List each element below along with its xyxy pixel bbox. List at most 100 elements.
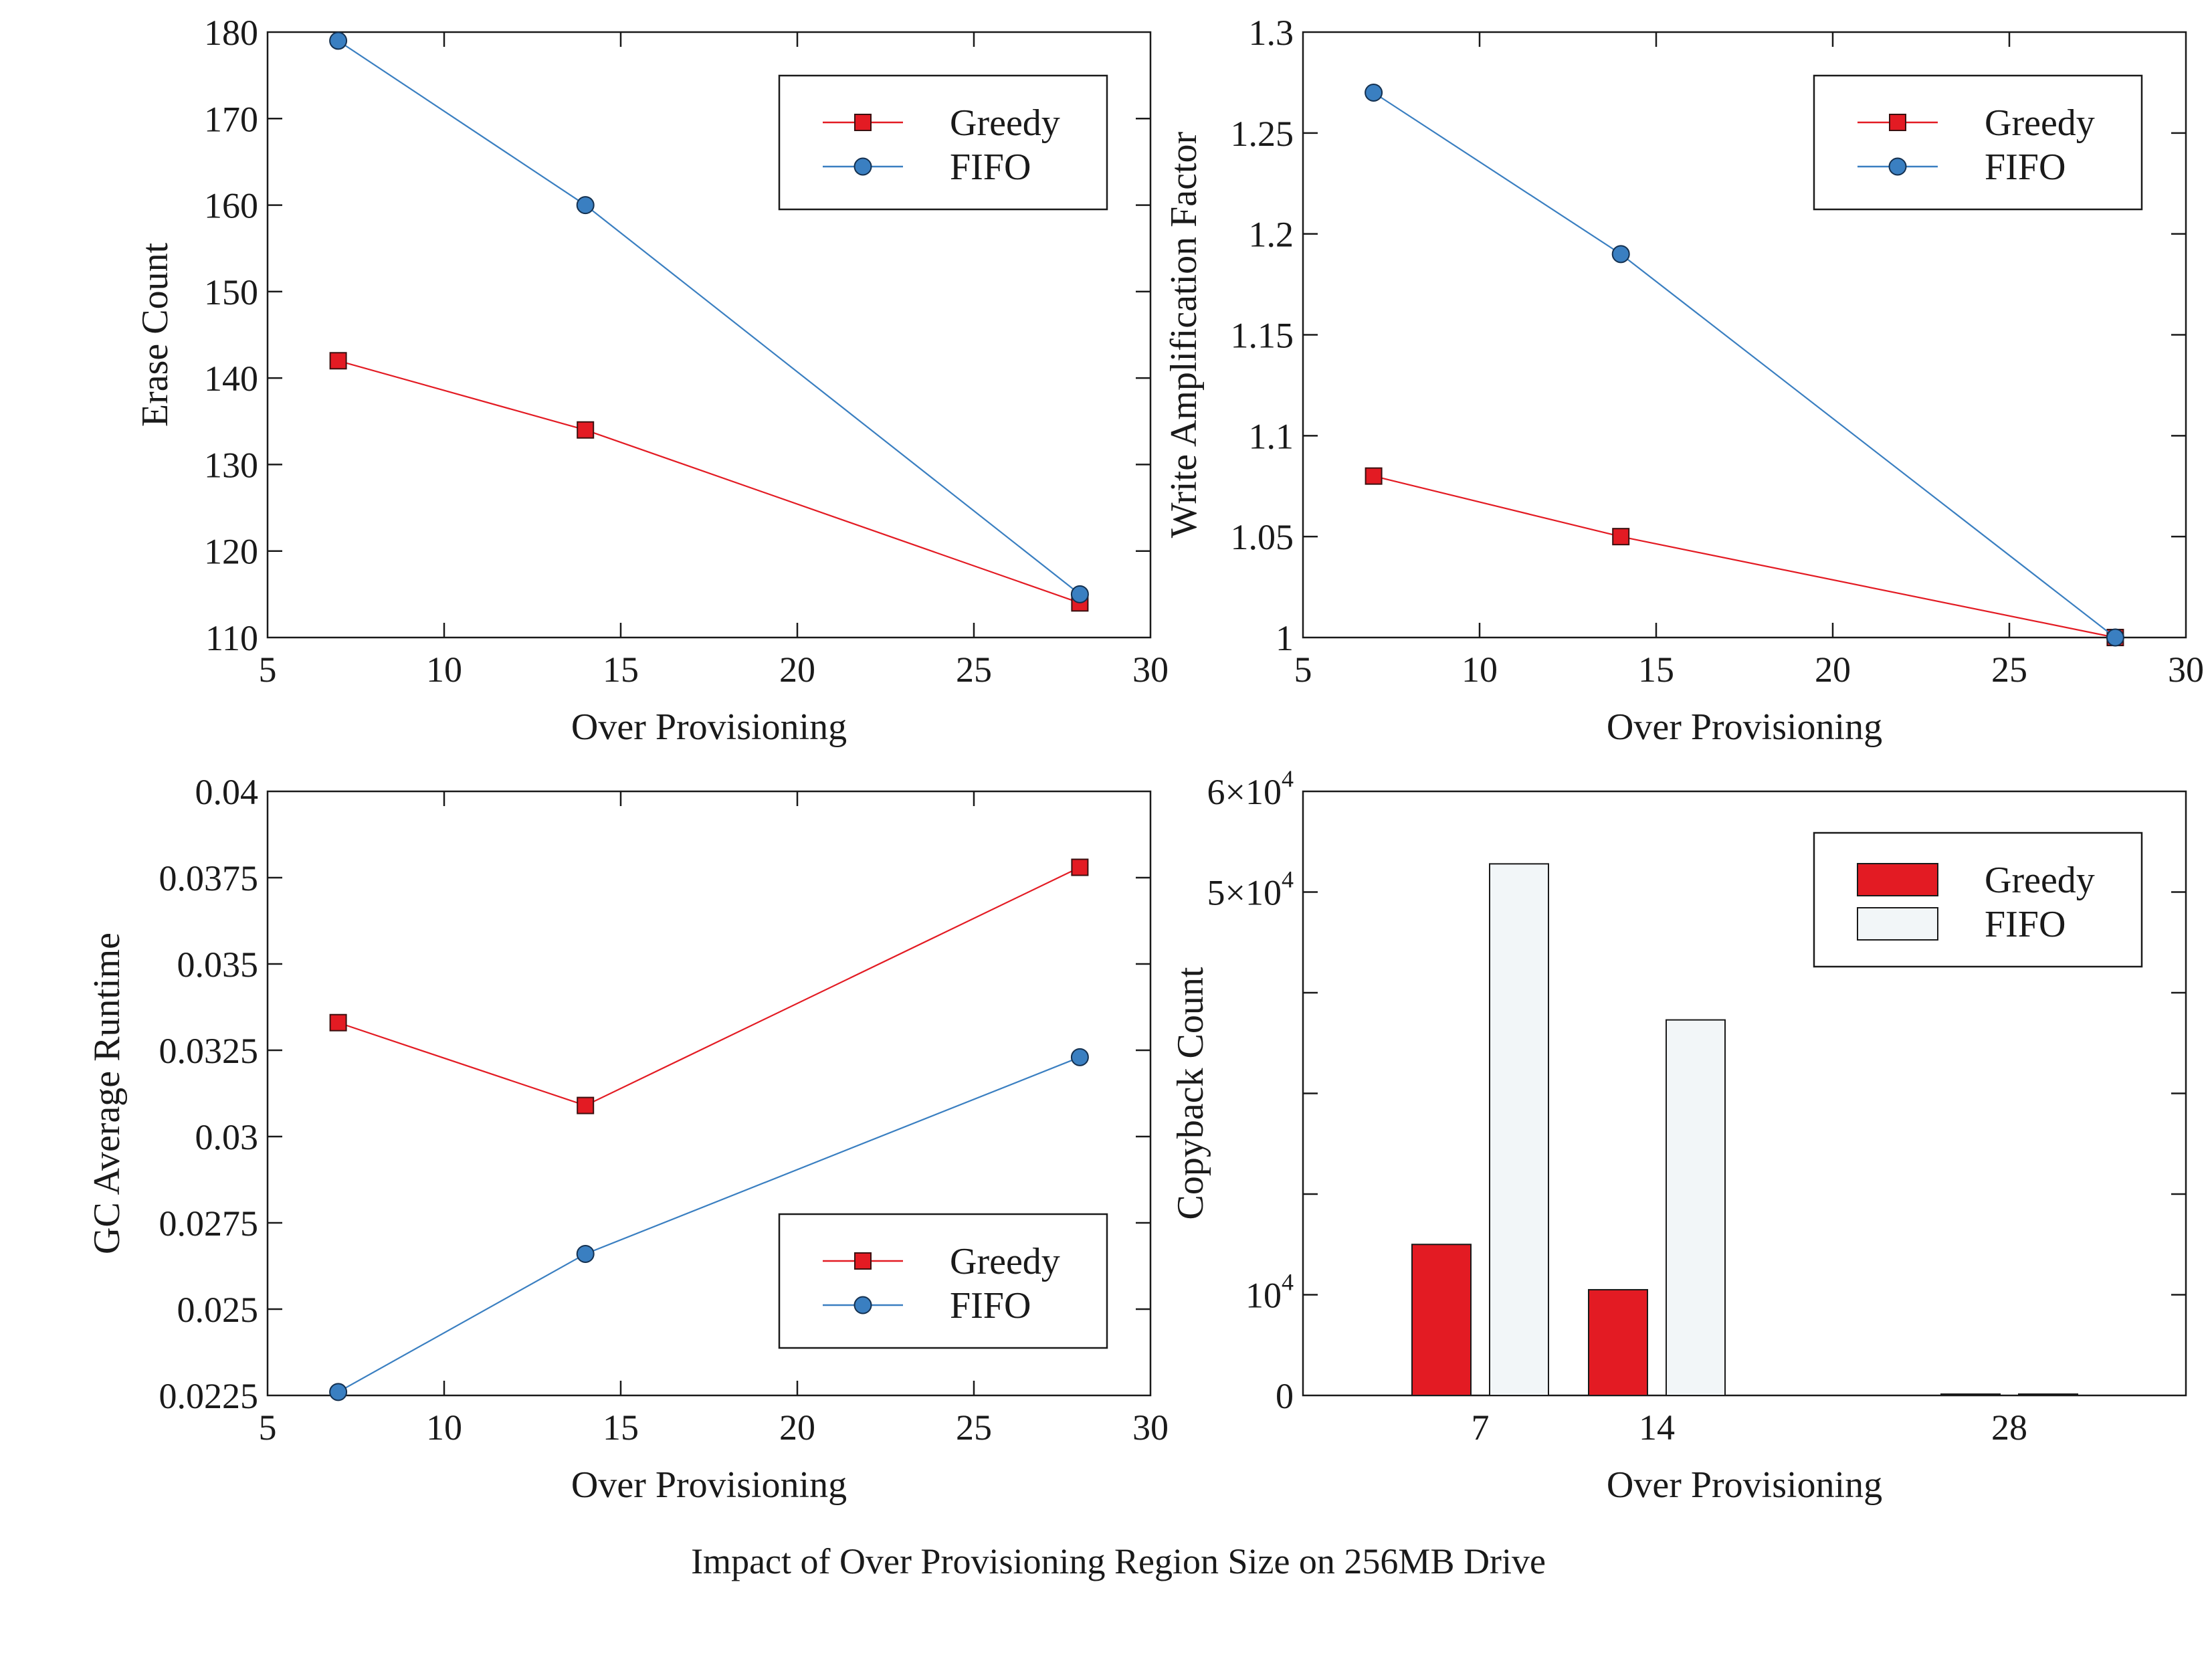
legend-box: [1813, 832, 2143, 968]
x-axis-title: Over Provisioning: [1607, 1464, 1882, 1506]
data-point-greedy: [577, 421, 595, 439]
data-point-fifo: [1070, 585, 1089, 603]
legend-marker-fifo: [853, 157, 872, 176]
y-axis-title: Copyback Count: [1170, 967, 1211, 1219]
x-tick-label: 20: [1815, 650, 1851, 690]
legend-marker-greedy: [854, 114, 872, 131]
chart-panel-2: 5 10 15 20 25 30 1 1.05 1.1 1.15 1.2 1.25 1.3 GreedyF…: [1163, 13, 2204, 748]
x-tick-label: 15: [1638, 650, 1674, 690]
x-tick-label: 5: [259, 1407, 277, 1448]
y-tick-exponent: 4: [1282, 765, 1294, 792]
legend-label-fifo: FIFO: [1985, 904, 2066, 945]
data-point-greedy: [329, 352, 347, 370]
y-tick-label: 0.04: [195, 772, 259, 812]
x-tick-label: 10: [1462, 650, 1498, 690]
y-tick-label: 6×104: [1207, 765, 1294, 812]
x-category-label: 7: [1472, 1407, 1490, 1448]
chart-panel-3: 5 10 15 20 25 30 0.0225 0.025 0.0275 0.03 0.0325 0.…: [86, 772, 1169, 1506]
data-point-fifo: [329, 1383, 348, 1401]
x-tick-label: 15: [603, 1407, 639, 1448]
legend-box: [778, 74, 1108, 211]
x-category-label: 14: [1639, 1407, 1675, 1448]
y-tick-label: 1: [1276, 618, 1294, 658]
legend-box: [778, 1213, 1108, 1349]
data-point-greedy: [1365, 467, 1383, 485]
y-tick-label: 0.0325: [159, 1031, 259, 1071]
y-tick-label: 1.25: [1231, 114, 1294, 154]
x-category-label: 28: [1991, 1407, 2027, 1448]
data-point-fifo: [1611, 245, 1630, 264]
plot-frame: [266, 31, 1152, 639]
legend-marker-fifo: [1888, 157, 1907, 176]
legend-marker-fifo: [853, 1296, 872, 1314]
x-tick-label: 30: [2168, 650, 2204, 690]
y-tick-label: 0.025: [177, 1290, 259, 1330]
y-tick-base: 0: [1276, 1376, 1294, 1416]
x-axis-title: Over Provisioning: [571, 706, 847, 748]
series-line-greedy: [338, 866, 1080, 1106]
legend-marker-greedy: [1889, 114, 1906, 131]
y-tick-label: 1.15: [1231, 316, 1294, 356]
bar-fifo-14: [1666, 1019, 1726, 1396]
figure-caption: Impact of Over Provisioning Region Size …: [691, 1541, 1546, 1581]
y-tick-label: 150: [204, 272, 258, 312]
legend-label-greedy: Greedy: [1985, 102, 2095, 144]
chart-panel-1: 5 10 15 20 25 30 110 120 130 140 150 160 170 180 Greed…: [134, 13, 1169, 748]
x-tick-label: 20: [779, 1407, 815, 1448]
y-axis-title: Write Amplification Factor: [1163, 131, 1205, 538]
data-point-fifo: [576, 196, 595, 215]
x-tick-label: 5: [259, 650, 277, 690]
data-point-fifo: [2106, 628, 2124, 647]
y-tick-base: 6×10: [1207, 772, 1282, 812]
y-tick-label: 0.035: [177, 945, 259, 985]
legend-swatch-fifo: [1857, 907, 1938, 941]
legend-label-greedy: Greedy: [1985, 860, 2095, 901]
x-tick-label: 25: [1991, 650, 2027, 690]
series-line-greedy: [338, 360, 1080, 604]
x-tick-label: 10: [426, 1407, 462, 1448]
y-tick-label: 1.3: [1249, 13, 1294, 53]
data-point-greedy: [1071, 858, 1089, 876]
data-point-greedy: [1612, 528, 1630, 546]
data-point-fifo: [576, 1244, 595, 1263]
y-tick-label: 0.0275: [159, 1203, 259, 1244]
x-tick-label: 20: [779, 650, 815, 690]
bar-greedy-7: [1411, 1244, 1472, 1396]
legend-label-fifo: FIFO: [950, 1285, 1031, 1327]
y-tick-label: 180: [204, 13, 258, 53]
x-tick-label: 15: [603, 650, 639, 690]
bar-fifo-7: [1489, 863, 1549, 1396]
y-tick-label: 120: [204, 532, 258, 572]
y-tick-label: 1.2: [1249, 215, 1294, 255]
y-tick-label: 0.0375: [159, 858, 259, 898]
y-axis-title: GC Average Runtime: [86, 933, 128, 1254]
y-tick-label: 110: [205, 618, 258, 658]
x-tick-label: 25: [956, 1407, 992, 1448]
x-tick-label: 10: [426, 650, 462, 690]
x-axis-title: Over Provisioning: [1607, 706, 1882, 748]
data-point-greedy: [329, 1013, 347, 1032]
bar-greedy-28: [1940, 1393, 2001, 1396]
y-tick-exponent: 4: [1282, 866, 1294, 893]
y-tick-label: 0.03: [195, 1117, 259, 1157]
y-tick-label: 170: [204, 99, 258, 139]
y-tick-label: 0: [1276, 1376, 1294, 1416]
legend-marker-greedy: [854, 1252, 872, 1270]
y-tick-label: 104: [1245, 1269, 1294, 1316]
y-tick-label: 0.0225: [159, 1376, 259, 1416]
x-tick-label: 30: [1132, 1407, 1169, 1448]
y-tick-label: 130: [204, 445, 258, 485]
x-tick-label: 5: [1294, 650, 1312, 690]
data-point-fifo: [1365, 84, 1383, 102]
data-point-greedy: [577, 1096, 595, 1114]
y-tick-exponent: 4: [1282, 1269, 1294, 1296]
plot-frame: [266, 790, 1152, 1397]
legend-label-greedy: Greedy: [950, 1241, 1060, 1282]
x-tick-label: 25: [956, 650, 992, 690]
legend-swatch-greedy: [1857, 863, 1938, 896]
bar-fifo-28: [2018, 1393, 2078, 1396]
legend-box: [1813, 74, 2143, 211]
